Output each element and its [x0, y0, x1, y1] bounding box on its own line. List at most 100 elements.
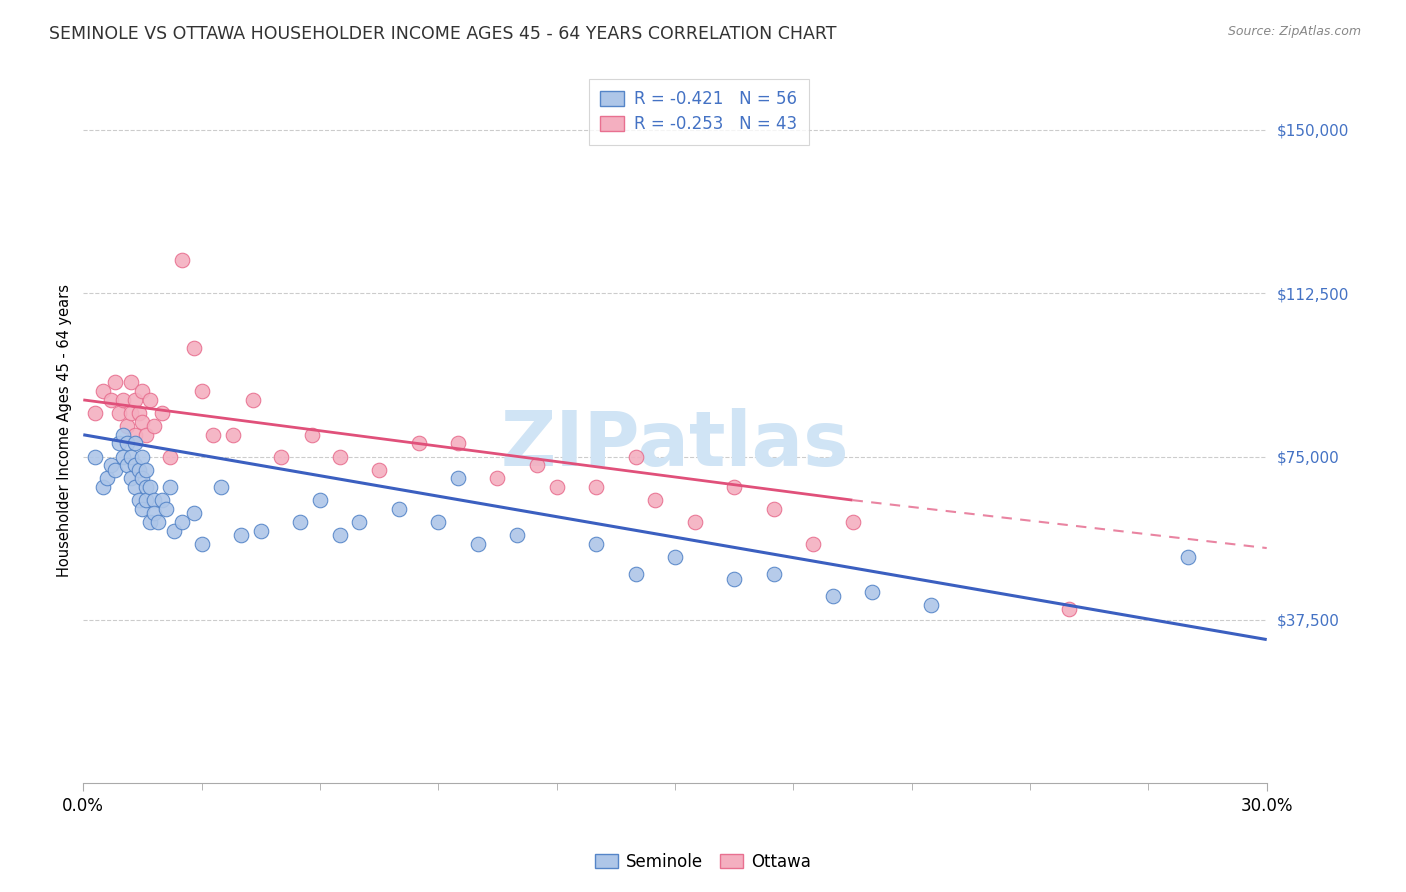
Point: [624, 567, 647, 582]
Point: [84, 406, 107, 420]
Point: [84, 450, 107, 464]
Point: [427, 515, 450, 529]
Point: [301, 427, 323, 442]
Point: [128, 406, 150, 420]
Point: [120, 471, 142, 485]
Point: [329, 450, 352, 464]
Text: SEMINOLE VS OTTAWA HOUSEHOLDER INCOME AGES 45 - 64 YEARS CORRELATION CHART: SEMINOLE VS OTTAWA HOUSEHOLDER INCOME AG…: [49, 25, 837, 43]
Point: [183, 341, 205, 355]
Point: [801, 537, 824, 551]
Point: [150, 406, 173, 420]
Point: [170, 515, 193, 529]
Point: [159, 480, 181, 494]
Point: [139, 480, 162, 494]
Point: [135, 427, 157, 442]
Point: [349, 515, 371, 529]
Point: [107, 406, 129, 420]
Point: [135, 462, 157, 476]
Point: [222, 427, 245, 442]
Point: [100, 392, 122, 407]
Point: [111, 450, 134, 464]
Point: [190, 537, 212, 551]
Point: [762, 501, 785, 516]
Point: [131, 415, 153, 429]
Point: [447, 471, 470, 485]
Point: [368, 462, 391, 476]
Point: [1177, 549, 1199, 564]
Point: [486, 471, 509, 485]
Point: [860, 584, 883, 599]
Point: [100, 458, 122, 473]
Point: [242, 392, 264, 407]
Point: [664, 549, 686, 564]
Point: [762, 567, 785, 582]
Point: [163, 524, 186, 538]
Point: [131, 471, 153, 485]
Point: [139, 515, 162, 529]
Point: [124, 427, 146, 442]
Point: [120, 406, 142, 420]
Point: [124, 436, 146, 450]
Point: [249, 524, 271, 538]
Point: [170, 253, 193, 268]
Point: [329, 528, 352, 542]
Legend: Seminole, Ottawa: Seminole, Ottawa: [586, 845, 820, 880]
Point: [128, 462, 150, 476]
Point: [120, 450, 142, 464]
Point: [920, 598, 942, 612]
Point: [683, 515, 706, 529]
Point: [723, 480, 745, 494]
Point: [111, 427, 134, 442]
Point: [124, 480, 146, 494]
Point: [506, 528, 529, 542]
Point: [120, 376, 142, 390]
Point: [91, 384, 114, 399]
Point: [209, 480, 232, 494]
Point: [159, 450, 181, 464]
Point: [135, 480, 157, 494]
Point: [183, 506, 205, 520]
Point: [124, 392, 146, 407]
Point: [143, 493, 166, 508]
Point: [104, 376, 127, 390]
Y-axis label: Householder Income Ages 45 - 64 years: Householder Income Ages 45 - 64 years: [58, 284, 72, 577]
Point: [408, 436, 430, 450]
Point: [115, 419, 138, 434]
Point: [644, 493, 666, 508]
Point: [111, 392, 134, 407]
Point: [1059, 602, 1081, 616]
Point: [624, 450, 647, 464]
Point: [139, 392, 162, 407]
Point: [91, 480, 114, 494]
Point: [104, 462, 127, 476]
Point: [723, 572, 745, 586]
Point: [546, 480, 568, 494]
Point: [467, 537, 489, 551]
Point: [115, 436, 138, 450]
Point: [131, 450, 153, 464]
Point: [190, 384, 212, 399]
Point: [148, 515, 170, 529]
Point: [841, 515, 863, 529]
Point: [107, 436, 129, 450]
Point: [309, 493, 332, 508]
Point: [135, 493, 157, 508]
Point: [143, 419, 166, 434]
Point: [128, 493, 150, 508]
Point: [290, 515, 312, 529]
Point: [585, 537, 607, 551]
Point: [143, 506, 166, 520]
Point: [155, 501, 177, 516]
Text: Source: ZipAtlas.com: Source: ZipAtlas.com: [1227, 25, 1361, 38]
Point: [150, 493, 173, 508]
Point: [124, 458, 146, 473]
Point: [447, 436, 470, 450]
Point: [526, 458, 548, 473]
Legend: R = -0.421   N = 56, R = -0.253   N = 43: R = -0.421 N = 56, R = -0.253 N = 43: [589, 78, 808, 145]
Point: [388, 501, 411, 516]
Point: [585, 480, 607, 494]
Point: [131, 501, 153, 516]
Text: ZIPatlas: ZIPatlas: [501, 408, 849, 482]
Point: [202, 427, 225, 442]
Point: [270, 450, 292, 464]
